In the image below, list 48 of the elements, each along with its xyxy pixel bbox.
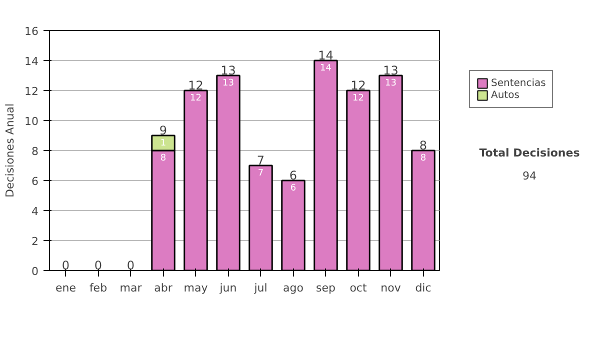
total-label: 9 — [159, 124, 168, 138]
data-label: 13 — [385, 78, 396, 88]
x-tick-label: ago — [283, 282, 304, 294]
y-tick-label: 6 — [32, 175, 38, 188]
x-tick-label: dic — [415, 282, 432, 294]
data-label: 6 — [290, 184, 296, 194]
x-tick-label: ene — [55, 282, 76, 294]
legend-label: Autos — [491, 90, 520, 100]
y-tick-label: 0 — [32, 265, 38, 278]
y-tick-label: 12 — [24, 85, 39, 98]
total-label: 14 — [318, 48, 334, 62]
total-label: 13 — [220, 64, 236, 78]
y-tick-label: 16 — [24, 25, 39, 38]
data-label: 8 — [160, 154, 166, 164]
y-tick-label: 14 — [24, 55, 39, 68]
data-label: 13 — [222, 78, 234, 88]
text: 94 — [522, 170, 536, 183]
x-tick-label: mar — [120, 282, 142, 294]
data-label: 14 — [320, 64, 332, 74]
x-tick-label: jun — [218, 282, 237, 294]
legend-label: Sentencias — [491, 78, 546, 88]
total-label: 13 — [383, 64, 398, 78]
x-tick-label: oct — [350, 282, 368, 294]
total-label: 12 — [350, 78, 366, 92]
total-label: 0 — [94, 258, 102, 272]
data-label: 12 — [352, 94, 364, 104]
y-tick-label: 8 — [32, 145, 38, 158]
total-label: 8 — [419, 138, 428, 152]
total-label: 12 — [188, 78, 204, 92]
y-axis-title: Decisiones Anual — [4, 103, 17, 198]
x-tick-label: abr — [154, 282, 173, 294]
data-label: 12 — [190, 94, 202, 104]
x-tick-label: feb — [89, 282, 108, 294]
y-tick-label: 4 — [32, 205, 38, 218]
x-tick-label: sep — [316, 282, 336, 294]
text: Total Decisiones — [479, 146, 580, 160]
x-tick-label: may — [184, 282, 208, 294]
total-label: 0 — [62, 258, 70, 272]
total-label: 7 — [256, 154, 265, 168]
data-label: 7 — [258, 168, 264, 178]
y-tick-label: 2 — [32, 235, 38, 248]
y-tick-label: 10 — [24, 115, 39, 128]
data-label: 1 — [160, 138, 166, 148]
x-tick-label: jul — [253, 282, 268, 294]
total-label: 0 — [126, 258, 135, 272]
total-label: 6 — [289, 168, 298, 182]
data-label: 8 — [420, 154, 426, 164]
x-tick-label: nov — [380, 282, 402, 294]
